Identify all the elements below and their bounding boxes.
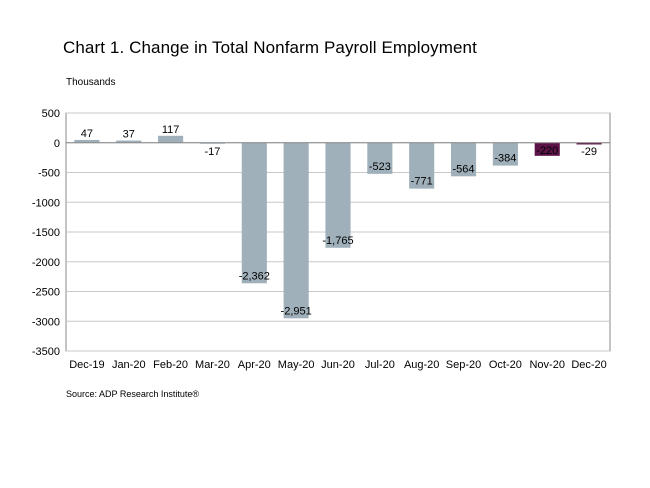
bar — [534, 142, 560, 156]
data-label: -564 — [453, 163, 475, 175]
y-tick-label: 500 — [42, 108, 60, 120]
data-label: 47 — [81, 128, 93, 140]
x-tick-label: Mar-20 — [195, 359, 230, 371]
data-label: -17 — [205, 146, 221, 158]
bar — [74, 139, 100, 143]
bar — [158, 135, 184, 143]
data-label: -771 — [411, 176, 433, 188]
data-labels: 47 37 117 -17 -2,362 -2,951 -1,765 -523 -771 -564… — [81, 124, 597, 318]
x-tick-label: Aug-20 — [404, 359, 439, 371]
data-label: -523 — [369, 161, 391, 173]
chart-title: Chart 1. Change in Total Nonfarm Payroll… — [63, 38, 477, 57]
y-tick-label: -2000 — [32, 257, 60, 269]
y-axis-unit-label: Thousands — [66, 77, 116, 88]
bar — [576, 142, 602, 145]
bar — [116, 140, 142, 143]
x-tick-label: Dec-19 — [69, 359, 104, 371]
data-label: -384 — [494, 153, 516, 165]
x-tick-label: Sep-20 — [446, 359, 481, 371]
x-tick-label: Nov-20 — [529, 359, 564, 371]
data-label: -220 — [536, 145, 558, 157]
y-tick-label: 0 — [54, 138, 60, 150]
source-note: Source: ADP Research Institute® — [66, 389, 200, 399]
x-tick-label: Jul-20 — [365, 359, 395, 371]
y-tick-label: -2500 — [32, 287, 60, 299]
y-tick-label: -1000 — [32, 197, 60, 209]
bar — [492, 142, 518, 166]
x-tick-label: Apr-20 — [238, 359, 271, 371]
y-tick-label: -3000 — [32, 316, 60, 328]
x-tick-label: Feb-20 — [153, 359, 188, 371]
x-tick-label: May-20 — [278, 359, 315, 371]
data-label: 37 — [123, 129, 135, 141]
bar — [241, 142, 267, 284]
x-tick-label: Jun-20 — [321, 359, 355, 371]
bar — [367, 142, 393, 174]
x-tick-label: Oct-20 — [489, 359, 522, 371]
bar — [283, 142, 309, 319]
data-label: -1,765 — [322, 235, 353, 247]
data-label: 117 — [162, 124, 180, 136]
bar — [409, 142, 435, 189]
y-tick-label: -1500 — [32, 227, 60, 239]
bar — [450, 142, 477, 177]
axes: 500 0 -500 -1000 -1500 -2000 -2500 -3000 -3500 De… — [32, 108, 610, 371]
data-label: -29 — [581, 146, 597, 158]
x-tick-label: Dec-20 — [571, 359, 606, 371]
y-tick-label: -3500 — [32, 346, 60, 358]
data-label: -2,362 — [239, 270, 270, 282]
y-tick-label: -500 — [38, 168, 60, 180]
bar — [199, 142, 226, 144]
bar — [325, 142, 351, 248]
bars — [74, 135, 602, 319]
data-label: -2,951 — [281, 305, 312, 317]
x-tick-label: Jan-20 — [112, 359, 146, 371]
